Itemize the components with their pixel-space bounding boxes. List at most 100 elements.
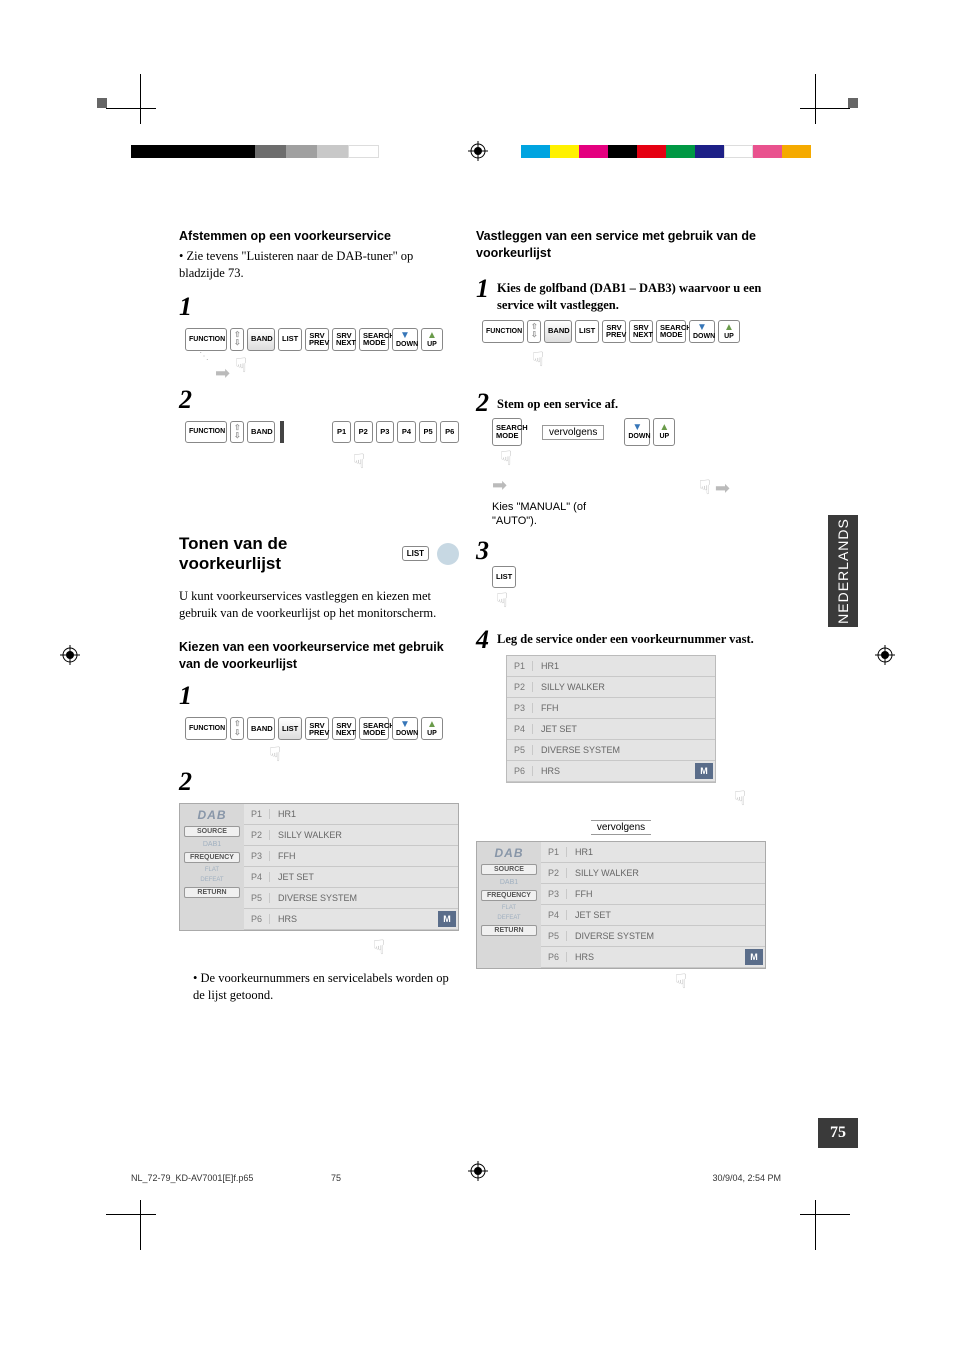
registration-colorbar-right — [521, 145, 812, 158]
band-button: BAND — [247, 328, 275, 351]
source-button: SOURCE — [481, 864, 537, 875]
corner-box — [97, 98, 107, 108]
frequency-button: FREQUENCY — [481, 890, 537, 901]
body-see-also-text: Zie tevens "Luisteren naar de DAB-tuner"… — [179, 249, 413, 280]
hand-icon: ☟ — [496, 588, 508, 613]
return-button: RETURN — [481, 925, 537, 936]
language-tab-label: NEDERLANDS — [835, 518, 851, 624]
list-button: LIST — [278, 328, 302, 351]
frequency-button: FREQUENCY — [184, 852, 240, 863]
hand-icon: ☟ — [235, 353, 247, 378]
search-mode-button: SEARCHMODE — [359, 328, 389, 351]
up-button: ▲UP — [421, 717, 443, 740]
list-item: P2SILLY WALKER — [541, 863, 765, 884]
band-button: BAND — [247, 421, 275, 443]
list-badge: LIST — [402, 546, 429, 561]
language-tab: NEDERLANDS — [828, 515, 858, 627]
p5-button: P5 — [419, 421, 438, 443]
step-number-r3: 3 — [476, 536, 489, 566]
defeat-label: DEFEAT — [184, 877, 240, 883]
band-button: BAND — [247, 717, 275, 740]
button-strip-full-1: FUNCTION ⇧⇩ BAND LIST SRVPREV SRVNEXT SE… — [185, 328, 459, 351]
caption-manual-auto: Kies "MANUAL" (of "AUTO"). — [492, 500, 592, 529]
button-strip-presets: FUNCTION ⇧⇩ BAND P1 P2 P3 P4 P5 P6 — [185, 421, 459, 443]
flat-label: FLAT — [184, 867, 240, 873]
down-button: ▼DOWN — [624, 418, 650, 446]
srv-prev-button: SRVPREV — [305, 717, 329, 740]
hand-icon: ☟ — [269, 742, 281, 767]
arrows-button: ⇧⇩ — [527, 320, 541, 343]
footer-filename: NL_72-79_KD-AV7001[E]f.p65 — [131, 1173, 331, 1183]
dab-side-panel: DAB SOURCE DAB1 FREQUENCY FLAT DEFEAT RE… — [477, 842, 541, 968]
p4-button: P4 — [397, 421, 416, 443]
registration-colorbar-left — [131, 145, 382, 158]
button-strip-full-r1: FUNCTION ⇧⇩ BAND LIST SRVPREV SRVNEXT SE… — [482, 320, 766, 343]
srv-prev-button: SRVPREV — [305, 328, 329, 351]
decorative-circle — [437, 543, 459, 565]
dab-preset-panel: DAB SOURCE DAB1 FREQUENCY FLAT DEFEAT RE… — [179, 803, 459, 931]
crop-mark — [106, 108, 156, 109]
list-item: P3FFH — [507, 698, 715, 719]
return-button: RETURN — [184, 887, 240, 898]
hand-arrow-curve: ⋱ ➡ ☟ — [179, 357, 459, 385]
function-button: FUNCTION — [185, 717, 227, 740]
step-r4-text: Leg de service onder een voorkeurnummer … — [497, 631, 754, 648]
down-button: ▼DOWN — [689, 320, 715, 343]
search-mode-button: SEARCHMODE — [656, 320, 686, 343]
list-item: P3FFH — [244, 846, 458, 867]
list-button: LIST — [492, 566, 516, 588]
arrows-button: ⇧⇩ — [230, 328, 244, 351]
footer-page: 75 — [331, 1173, 501, 1183]
srv-next-button: SRVNEXT — [629, 320, 653, 343]
footer: NL_72-79_KD-AV7001[E]f.p65 75 30/9/04, 2… — [131, 1173, 821, 1183]
arrow-right-icon: ➡ — [492, 475, 507, 500]
crop-mark — [140, 1200, 141, 1250]
p3-button: P3 — [376, 421, 395, 443]
footer-timestamp: 30/9/04, 2:54 PM — [501, 1173, 781, 1183]
crop-mark — [815, 1200, 816, 1250]
section-body-text: U kunt voorkeurservices vastleggen en ki… — [179, 588, 459, 622]
dab-title: DAB — [481, 846, 537, 860]
list-button: LIST — [575, 320, 599, 343]
step-number-2b: 2 — [179, 767, 192, 797]
dab-preset-panel-2: DAB SOURCE DAB1 FREQUENCY FLAT DEFEAT RE… — [476, 841, 766, 969]
small-preset-list: P1HR1 P2SILLY WALKER P3FFH P4JET SET P5D… — [506, 655, 716, 783]
srv-next-button: SRVNEXT — [332, 328, 356, 351]
up-button: ▲UP — [653, 418, 675, 446]
list-item: P6HRSM — [541, 947, 765, 968]
hand-icon: ☟ — [353, 449, 365, 474]
crop-mark — [815, 74, 816, 124]
hand-icon: ☟ — [500, 446, 512, 471]
dab-preset-list: P1HR1 P2SILLY WALKER P3FFH P4JET SET P5D… — [244, 804, 458, 930]
list-item: P1HR1 — [541, 842, 765, 863]
srv-prev-button: SRVPREV — [602, 320, 626, 343]
step-number-1b: 1 — [179, 681, 192, 711]
dab-title: DAB — [184, 808, 240, 822]
hand-icon: ☟ — [699, 475, 711, 500]
list-item: P1HR1 — [244, 804, 458, 825]
arrows-button: ⇧⇩ — [230, 421, 244, 443]
function-button: FUNCTION — [482, 320, 524, 343]
list-item: P6HRSM — [244, 909, 458, 930]
srv-next-button: SRVNEXT — [332, 717, 356, 740]
step-r1-text: Kies de golfband (DAB1 – DAB3) waarvoor … — [497, 280, 766, 314]
page-number: 75 — [818, 1118, 858, 1148]
hand-icon: ☟ — [675, 969, 687, 994]
up-button: ▲UP — [718, 320, 740, 343]
step-number-1: 1 — [179, 292, 192, 322]
hand-icon: ☟ — [532, 347, 544, 372]
registration-target-top — [468, 141, 488, 161]
corner-box — [848, 98, 858, 108]
list-button: LIST — [278, 717, 302, 740]
p1-button: P1 — [332, 421, 351, 443]
button-strip-full-2: FUNCTION ⇧⇩ BAND LIST SRVPREV SRVNEXT SE… — [185, 717, 459, 740]
source-button: SOURCE — [184, 826, 240, 837]
step-r2-text: Stem op een service af. — [497, 396, 618, 413]
list-item: P4JET SET — [244, 867, 458, 888]
section-title-preset-list: Tonen van de voorkeurlijst LIST — [179, 534, 459, 574]
heading-tuning-preset: Afstemmen op een voorkeurservice — [179, 228, 459, 245]
list-item: P2SILLY WALKER — [244, 825, 458, 846]
list-item: P5DIVERSE SYSTEM — [541, 926, 765, 947]
heading-store-service: Vastleggen van een service met gebruik v… — [476, 228, 766, 262]
band-button: BAND — [544, 320, 572, 343]
